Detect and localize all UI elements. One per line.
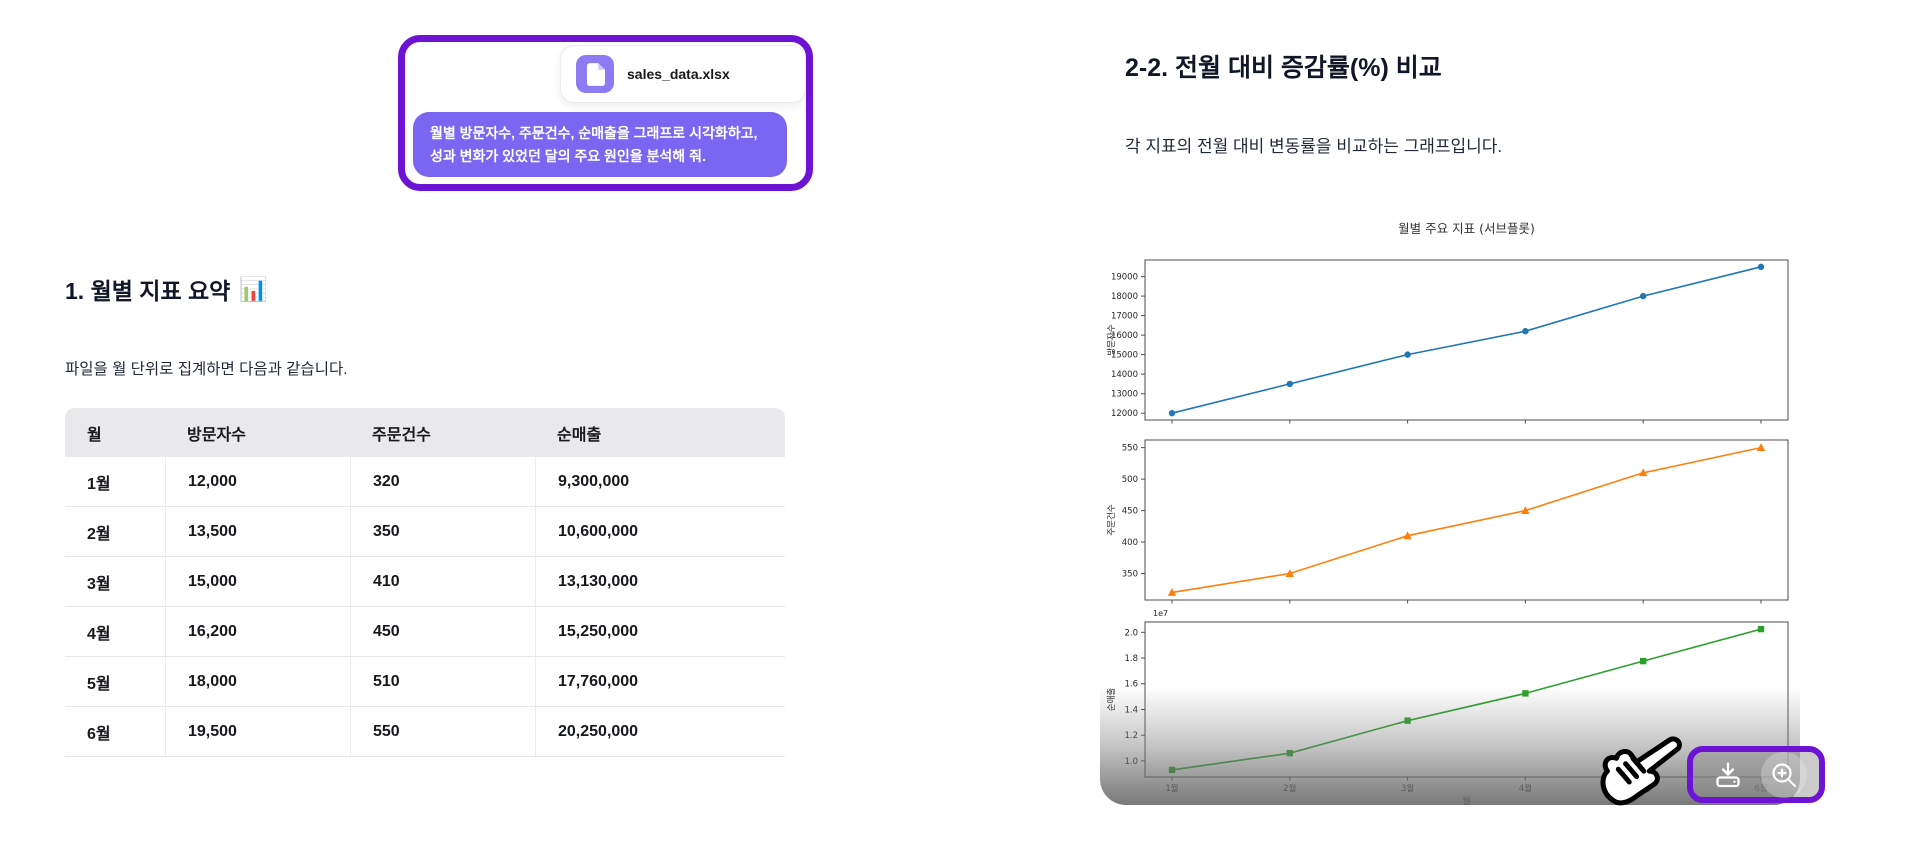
table-row: 6월 19,500 550 20,250,000: [65, 707, 785, 757]
y-axis-label: 순매출: [1106, 688, 1117, 712]
user-message-bubble: 월별 방문자수, 주문건수, 순매출을 그래프로 시각화하고, 성과 변화가 있…: [413, 112, 787, 178]
table-cell: 20,250,000: [535, 707, 785, 757]
svg-text:16000: 16000: [1111, 331, 1138, 341]
table-body: 1월 12,000 320 9,300,000 2월 13,500 350 10,600,00…: [65, 457, 785, 757]
table-cell: 4월: [65, 607, 165, 657]
table-row: 4월 16,200 450 15,250,000: [65, 607, 785, 657]
svg-text:500: 500: [1122, 475, 1138, 485]
table-cell: 6월: [65, 707, 165, 757]
file-document-icon: [576, 55, 614, 93]
table-cell: 16,200: [165, 607, 350, 657]
x-tick-label: 3월: [1401, 783, 1414, 794]
user-message-line2: 성과 변화가 있었던 달의 주요 원인을 분석해 줘.: [430, 147, 706, 164]
monthly-metrics-table: 월 방문자수 주문건수 순매출 1월 12,000 320 9,300,000 2월 13…: [65, 408, 785, 757]
svg-text:18000: 18000: [1111, 292, 1138, 302]
table-cell: 13,130,000: [535, 557, 785, 607]
svg-text:19000: 19000: [1111, 273, 1138, 283]
section-description-mom: 각 지표의 전월 대비 변동률을 비교하는 그래프입니다.: [1125, 137, 1503, 156]
section-heading-text: 1. 월별 지표 요약: [65, 278, 231, 304]
svg-text:2.0: 2.0: [1124, 628, 1138, 638]
table-row: 2월 13,500 350 10,600,000: [65, 507, 785, 557]
table-cell: 350: [350, 507, 535, 557]
table-cell: 450: [350, 607, 535, 657]
table-header-orders: 주문건수: [350, 408, 535, 457]
section-description: 파일을 월 단위로 집계하면 다음과 같습니다.: [65, 361, 348, 378]
chart-toolbar: [1687, 746, 1825, 803]
series-line: [1171, 446, 1762, 594]
x-tick-label: 4월: [1519, 783, 1532, 794]
file-attachment-card[interactable]: sales_data.xlsx: [560, 45, 806, 103]
subplots-chart-svg: 월별 주요 지표 (서브플롯) 12000 13000 14000 15000 16000…: [1106, 221, 1789, 807]
x-tick-label: 1월: [1165, 783, 1178, 794]
user-message-line1: 월별 방문자수, 주문건수, 순매출을 그래프로 시각화하고,: [430, 125, 758, 141]
table-cell: 15,000: [165, 557, 350, 607]
table-cell: 9,300,000: [535, 457, 785, 507]
svg-text:13000: 13000: [1111, 390, 1138, 400]
svg-text:350: 350: [1122, 570, 1138, 580]
table-cell: 2월: [65, 507, 165, 557]
axis-offset-text: 1e7: [1153, 609, 1168, 618]
table-cell: 10,600,000: [535, 507, 785, 557]
svg-text:1.4: 1.4: [1124, 706, 1138, 716]
svg-text:15000: 15000: [1111, 351, 1138, 361]
table-header-net-sales: 순매출: [535, 408, 785, 457]
x-axis-label: 월: [1462, 795, 1470, 805]
svg-text:550: 550: [1122, 444, 1138, 454]
table-cell: 550: [350, 707, 535, 757]
zoom-in-icon: [1772, 762, 1797, 787]
zoom-in-button[interactable]: [1761, 751, 1807, 798]
file-name: sales_data.xlsx: [627, 66, 730, 82]
table-cell: 19,500: [165, 707, 350, 757]
hand-cursor-icon: [1592, 731, 1692, 818]
table-row: 3월 15,000 410 13,130,000: [65, 557, 785, 607]
chart-figure: 월별 주요 지표 (서브플롯) 12000 13000 14000 15000 16000…: [1100, 185, 1825, 807]
svg-text:17000: 17000: [1111, 312, 1138, 322]
subplots-chart: 월별 주요 지표 (서브플롯) 12000 13000 14000 15000 16000…: [1100, 185, 1800, 810]
zoom-button-highlight: [1761, 751, 1807, 798]
bar-chart-emoji: 📊: [239, 275, 268, 302]
table-cell: 13,500: [165, 507, 350, 557]
svg-text:12000: 12000: [1111, 409, 1138, 419]
attachment-panel: sales_data.xlsx 월별 방문자수, 주문건수, 순매출을 그래프로…: [398, 35, 813, 191]
table-header-row: 월 방문자수 주문건수 순매출: [65, 408, 785, 457]
svg-text:1.0: 1.0: [1124, 757, 1138, 767]
chart-title: 월별 주요 지표 (서브플롯): [1398, 221, 1535, 236]
download-button[interactable]: [1710, 757, 1746, 793]
y-axis-label: 주문건수: [1106, 504, 1117, 535]
svg-text:1.8: 1.8: [1124, 654, 1138, 664]
download-icon: [1716, 761, 1740, 787]
table-header-month: 월: [65, 408, 165, 457]
x-tick-label: 2월: [1283, 783, 1296, 794]
table-cell: 17,760,000: [535, 657, 785, 707]
svg-text:1.2: 1.2: [1124, 731, 1138, 741]
svg-text:14000: 14000: [1111, 370, 1138, 380]
table-cell: 3월: [65, 557, 165, 607]
section-heading-monthly-summary: 1. 월별 지표 요약 📊: [65, 272, 268, 306]
table-cell: 18,000: [165, 657, 350, 707]
table-cell: 5월: [65, 657, 165, 707]
table-cell: 320: [350, 457, 535, 507]
section-heading-mom-comparison: 2-2. 전월 대비 증감률(%) 비교: [1125, 54, 1442, 82]
table-header-visitors: 방문자수: [165, 408, 350, 457]
table-row: 5월 18,000 510 17,760,000: [65, 657, 785, 707]
table-cell: 15,250,000: [535, 607, 785, 657]
table-cell: 12,000: [165, 457, 350, 507]
series-line: [1171, 266, 1762, 414]
table-cell: 510: [350, 657, 535, 707]
y-axis-label: 방문자수: [1106, 324, 1117, 355]
table-cell: 1월: [65, 457, 165, 507]
svg-text:450: 450: [1122, 507, 1138, 517]
svg-text:1.6: 1.6: [1124, 680, 1138, 690]
table-cell: 410: [350, 557, 535, 607]
table-row: 1월 12,000 320 9,300,000: [65, 457, 785, 507]
svg-text:400: 400: [1122, 538, 1138, 548]
